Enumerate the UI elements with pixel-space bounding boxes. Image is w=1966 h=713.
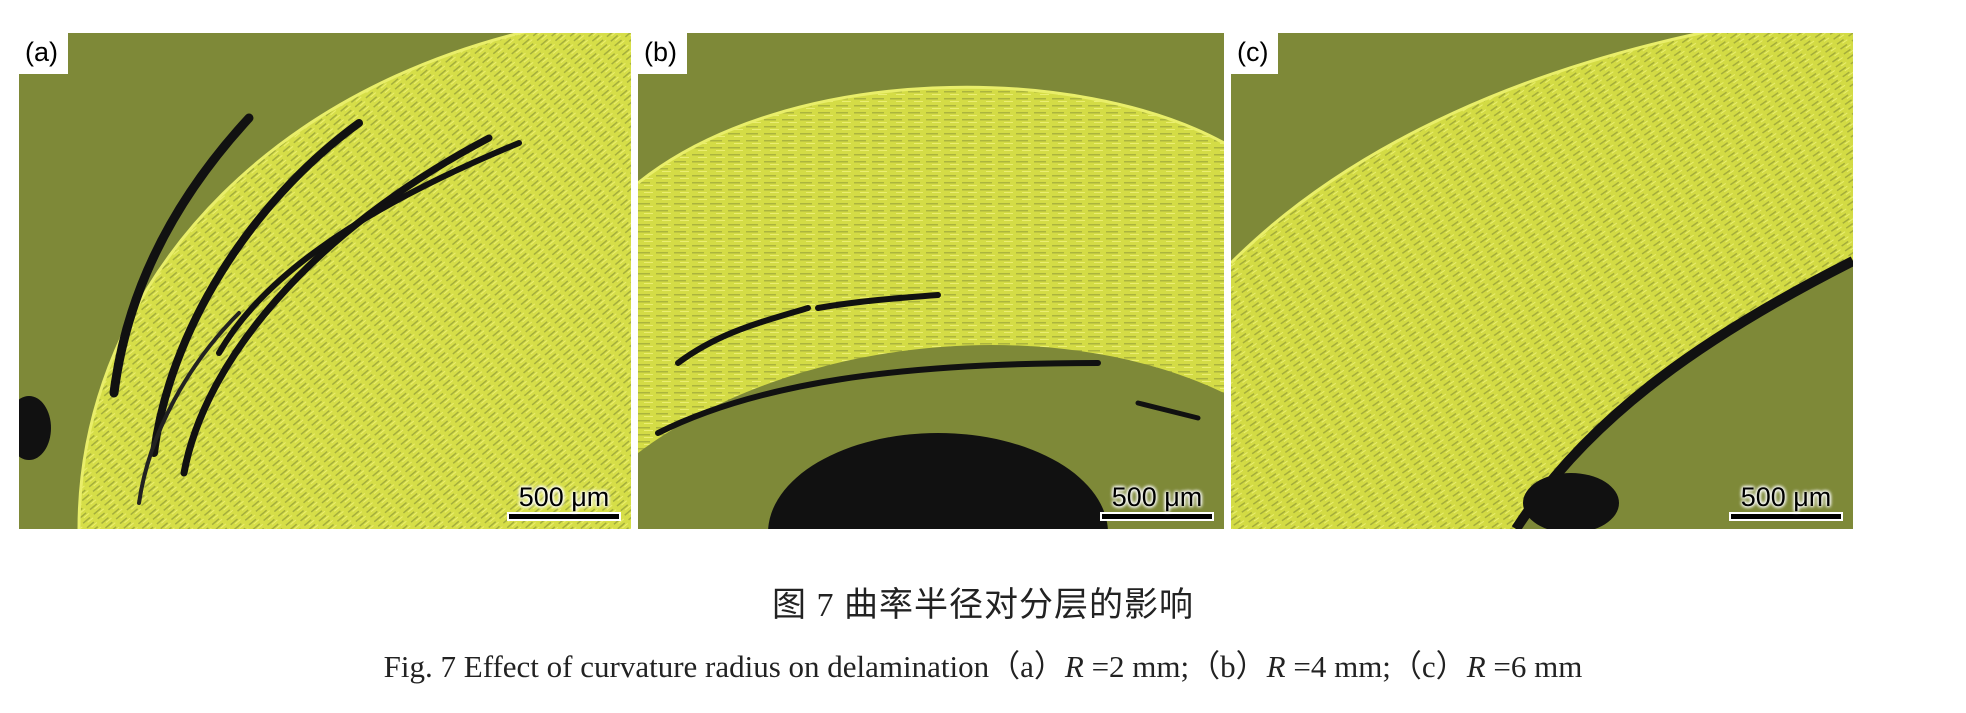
scale-bar-b: 500 μm	[1102, 481, 1212, 519]
scale-bar-line-c	[1731, 514, 1841, 519]
micrograph-panel-b: (b) 500 μm	[638, 33, 1224, 529]
caption-en-val-c: =6 mm	[1485, 649, 1583, 684]
scale-bar-line-a	[509, 514, 619, 519]
caption-en-val-a: =2 mm;（b）	[1083, 649, 1267, 684]
scale-bar-text-c: 500 μm	[1740, 481, 1832, 512]
caption-en-var-a: R	[1064, 649, 1084, 684]
figure-caption-english: Fig. 7 Effect of curvature radius on del…	[0, 641, 1966, 686]
caption-en-var-c: R	[1466, 649, 1486, 684]
panel-label-a: (a)	[19, 33, 68, 74]
panel-label-c: (c)	[1231, 33, 1279, 74]
micrograph-panel-c: (c) 500 μm	[1231, 33, 1853, 529]
micrograph-image-c	[1231, 33, 1853, 529]
scale-bar-text-a: 500 μm	[518, 481, 610, 512]
caption-en-prefix: Fig. 7 Effect of curvature radius on del…	[383, 649, 1065, 684]
figure-caption-chinese: 图 7 曲率半径对分层的影响	[772, 587, 1194, 624]
scale-bar-text-b: 500 μm	[1111, 481, 1203, 512]
scale-bar-a: 500 μm	[509, 481, 619, 519]
caption-en-var-b: R	[1266, 649, 1286, 684]
panel-label-b: (b)	[638, 33, 687, 74]
micrograph-image-b	[638, 33, 1224, 529]
caption-en-val-b: =4 mm;（c）	[1285, 649, 1467, 684]
scale-bar-line-b	[1102, 514, 1212, 519]
scale-bar-c: 500 μm	[1731, 481, 1841, 519]
micrograph-panel-a: (a) 500 μm	[19, 33, 631, 529]
micrograph-image-a	[19, 33, 631, 529]
